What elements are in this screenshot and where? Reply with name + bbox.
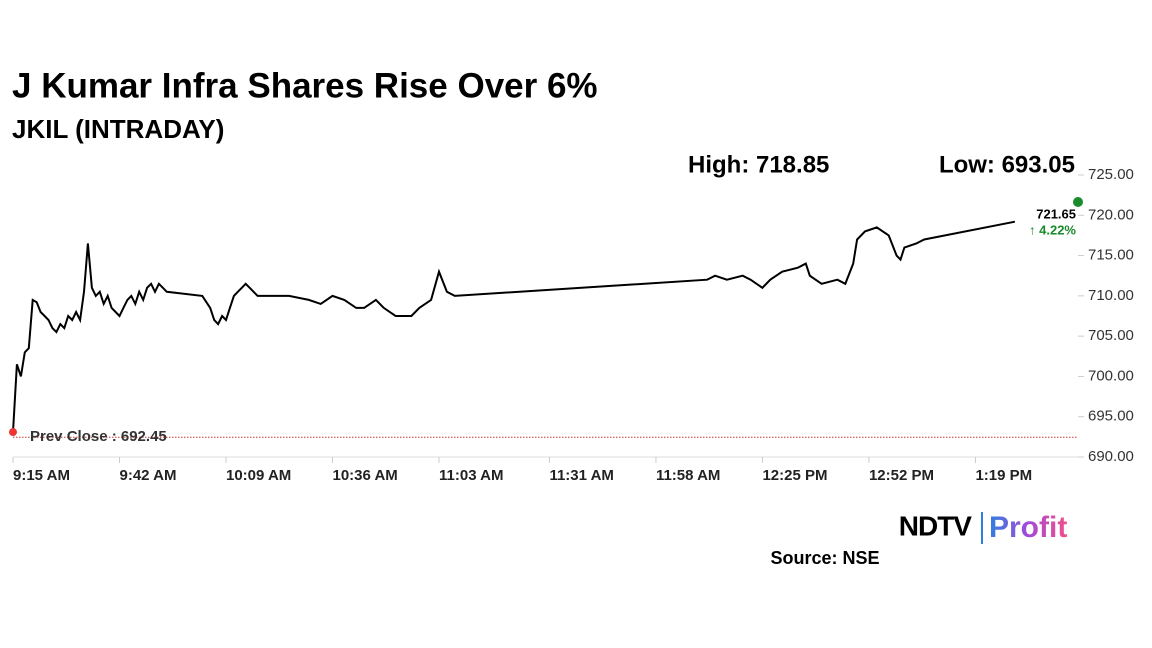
y-tick-label: 700.00 xyxy=(1088,367,1134,384)
y-tick-label: 690.00 xyxy=(1088,448,1134,465)
x-tick-label: 12:52 PM xyxy=(869,467,934,484)
logo-profit: Profit xyxy=(989,511,1067,544)
source: Source: NSE xyxy=(770,548,879,568)
y-tick-label: 710.00 xyxy=(1088,287,1134,304)
x-tick-label: 1:19 PM xyxy=(975,467,1032,484)
x-tick-label: 10:09 AM xyxy=(226,467,291,484)
high-label: High: 718.85 xyxy=(688,151,829,178)
start-dot xyxy=(9,428,17,437)
prev-close-label: Prev Close : 692.45 xyxy=(30,428,167,445)
y-tick-label: 705.00 xyxy=(1088,327,1134,344)
price-line xyxy=(12,220,1016,433)
logo-ndtv: NDTV xyxy=(899,510,973,541)
y-tick-label: 695.00 xyxy=(1088,408,1134,425)
chart-title: J Kumar Infra Shares Rise Over 6% xyxy=(12,66,598,105)
low-label: Low: 693.05 xyxy=(939,151,1075,178)
y-tick-label: 725.00 xyxy=(1088,166,1134,183)
chart-subtitle: JKIL (INTRADAY) xyxy=(12,114,224,144)
x-tick-label: 12:25 PM xyxy=(762,467,827,484)
x-tick-label: 11:03 AM xyxy=(439,467,503,484)
last-dot xyxy=(1073,196,1083,207)
change-label: ↑ 4.22% xyxy=(1029,222,1076,237)
x-tick-label: 10:36 AM xyxy=(333,467,398,484)
y-tick-label: 715.00 xyxy=(1088,247,1134,264)
last-value-label: 721.65 xyxy=(1036,206,1076,221)
y-tick-label: 720.00 xyxy=(1088,206,1134,223)
x-tick-label: 9:42 AM xyxy=(120,467,177,484)
x-tick-label: 11:58 AM xyxy=(656,467,720,484)
x-tick-label: 9:15 AM xyxy=(13,467,70,484)
x-tick-label: 11:31 AM xyxy=(549,467,613,484)
